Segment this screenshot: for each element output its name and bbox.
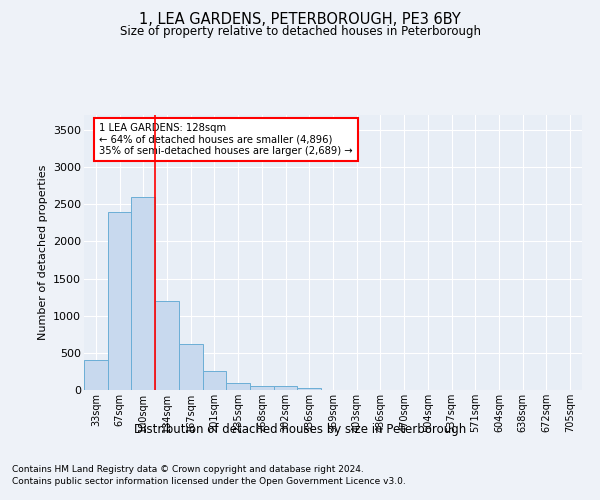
Bar bbox=[250, 386, 274, 390]
Bar bbox=[84, 360, 108, 390]
Bar bbox=[131, 197, 155, 390]
Bar bbox=[274, 386, 298, 390]
Bar bbox=[155, 301, 179, 390]
Text: Contains HM Land Registry data © Crown copyright and database right 2024.: Contains HM Land Registry data © Crown c… bbox=[12, 465, 364, 474]
Text: Distribution of detached houses by size in Peterborough: Distribution of detached houses by size … bbox=[134, 422, 466, 436]
Bar bbox=[203, 372, 226, 390]
Bar bbox=[108, 212, 131, 390]
Text: 1, LEA GARDENS, PETERBOROUGH, PE3 6BY: 1, LEA GARDENS, PETERBOROUGH, PE3 6BY bbox=[139, 12, 461, 28]
Bar bbox=[226, 382, 250, 390]
Bar bbox=[298, 388, 321, 390]
Bar bbox=[179, 344, 203, 390]
Text: Contains public sector information licensed under the Open Government Licence v3: Contains public sector information licen… bbox=[12, 478, 406, 486]
Y-axis label: Number of detached properties: Number of detached properties bbox=[38, 165, 47, 340]
Text: 1 LEA GARDENS: 128sqm
← 64% of detached houses are smaller (4,896)
35% of semi-d: 1 LEA GARDENS: 128sqm ← 64% of detached … bbox=[99, 123, 353, 156]
Text: Size of property relative to detached houses in Peterborough: Size of property relative to detached ho… bbox=[119, 25, 481, 38]
